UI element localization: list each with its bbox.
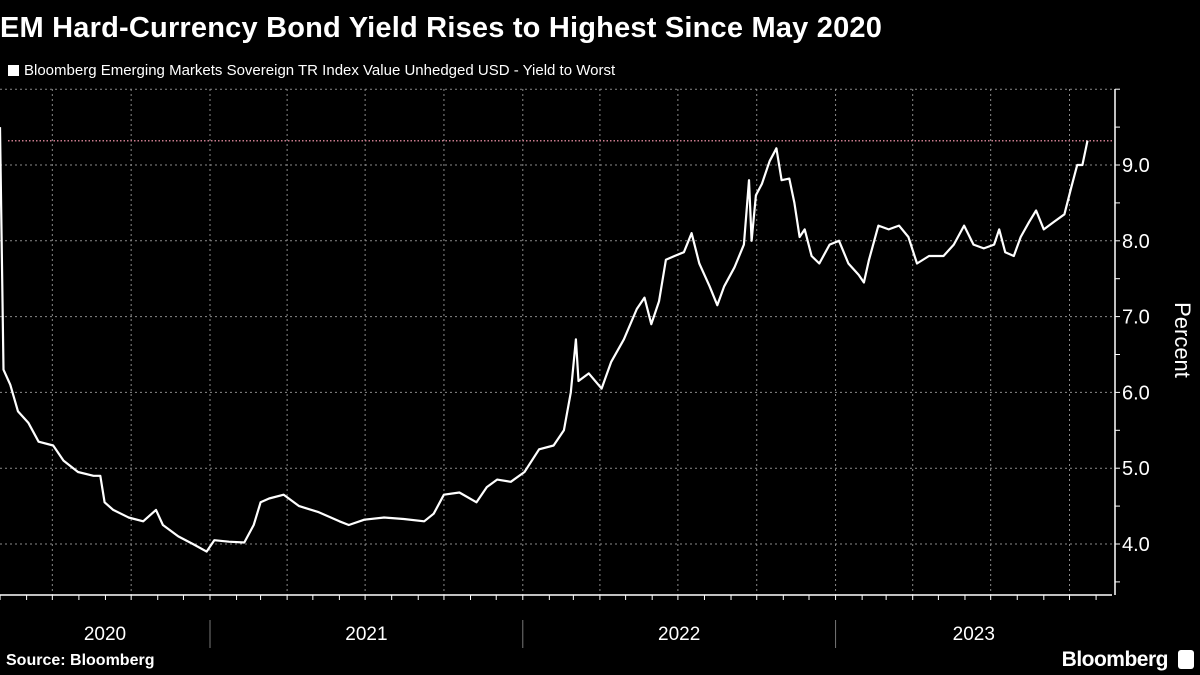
x-tick-label: 2020 <box>84 624 126 645</box>
y-tick-label: 9.0 <box>1122 155 1150 177</box>
source-note: Source: Bloomberg <box>6 652 155 669</box>
bloomberg-logo: Bloomberg <box>1061 648 1169 671</box>
x-tick-label: 2023 <box>953 624 995 645</box>
x-tick-label: 2022 <box>658 624 700 645</box>
x-tick-label: 2021 <box>345 624 387 645</box>
series-line <box>0 127 1089 553</box>
bloomberg-chart-icon <box>1178 650 1194 669</box>
legend-swatch <box>8 65 19 76</box>
y-axis-title: Percent <box>1170 302 1195 378</box>
y-tick-label: 4.0 <box>1122 534 1150 556</box>
y-tick-label: 5.0 <box>1122 458 1150 480</box>
y-tick-label: 7.0 <box>1122 307 1150 329</box>
legend-label: Bloomberg Emerging Markets Sovereign TR … <box>24 62 616 79</box>
legend: Bloomberg Emerging Markets Sovereign TR … <box>8 62 615 79</box>
y-tick-label: 6.0 <box>1122 382 1150 404</box>
y-tick-label: 8.0 <box>1122 231 1150 253</box>
chart-title: EM Hard-Currency Bond Yield Rises to Hig… <box>0 12 883 44</box>
